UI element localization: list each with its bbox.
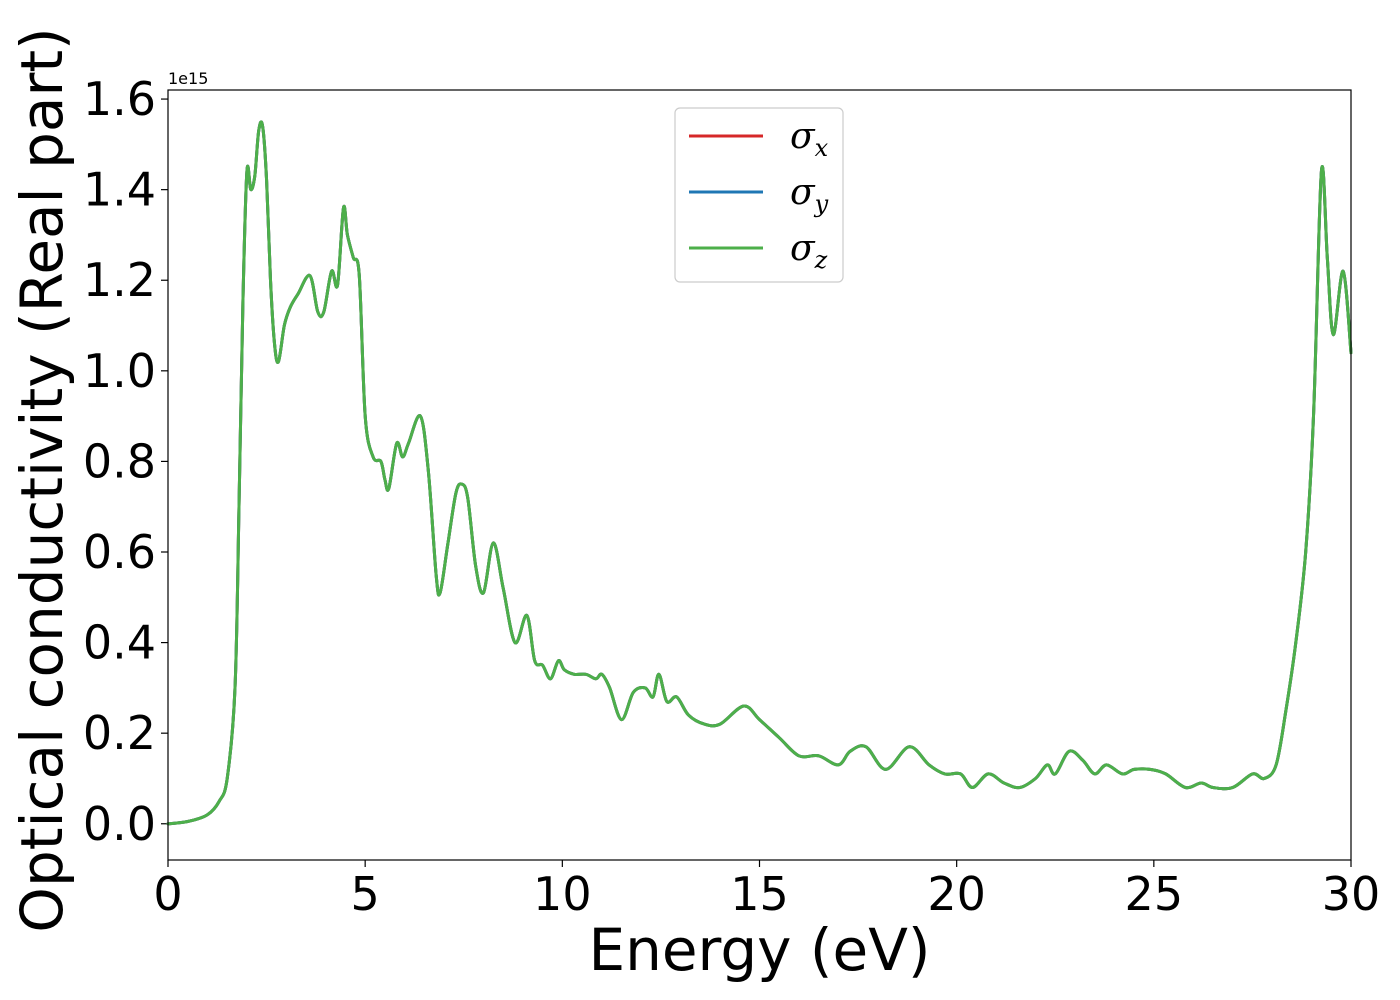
y-tick-label: 1.6: [83, 72, 156, 126]
x-tick-label: 0: [153, 867, 182, 921]
y-tick-label: 0.0: [83, 797, 156, 851]
y-axis-label: Optical conductivity (Real part): [8, 27, 76, 932]
legend-box: [674, 107, 844, 283]
legend-label-y: σy: [790, 172, 829, 218]
legend-label-z: σz: [790, 228, 828, 274]
x-tick-label: 5: [351, 867, 380, 921]
series-line-z: [166, 120, 1353, 826]
y-tick-label: 1.2: [83, 253, 156, 307]
x-tick-label: 30: [1322, 867, 1381, 921]
y-offset-label: 1e15: [168, 69, 208, 88]
x-axis-label: Energy (eV): [588, 916, 930, 984]
x-tick-label: 15: [730, 867, 789, 921]
x-tick-label: 10: [533, 867, 592, 921]
legend: σx σy σz: [674, 107, 844, 283]
y-axis: 0.0 0.2 0.4 0.6 0.8 1.0 1.2 1.4 1.6: [83, 72, 168, 851]
y-tick-label: 0.6: [83, 525, 156, 579]
y-tick-label: 0.8: [83, 434, 156, 488]
x-tick-label: 20: [927, 867, 986, 921]
legend-label-x: σx: [790, 116, 829, 162]
y-tick-label: 0.4: [83, 616, 156, 670]
plot-frame: [167, 89, 1352, 861]
x-tick-label: 25: [1125, 867, 1184, 921]
y-tick-label: 1.4: [83, 163, 156, 217]
series-layer: [166, 120, 1353, 826]
y-tick-label: 1.0: [83, 344, 156, 398]
x-axis: 0 5 10 15 20 25 30: [153, 860, 1380, 921]
y-tick-label: 0.2: [83, 706, 156, 760]
